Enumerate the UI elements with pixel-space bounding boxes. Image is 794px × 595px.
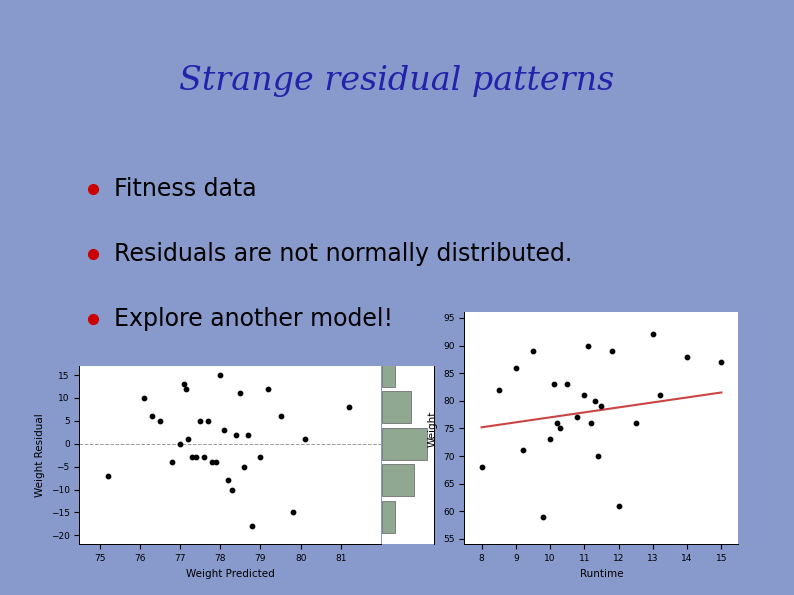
Point	[202, 416, 214, 425]
Point	[605, 346, 618, 356]
Point	[137, 393, 150, 403]
Point	[234, 389, 247, 398]
Point	[174, 439, 187, 449]
Point	[630, 418, 642, 428]
Point	[592, 451, 604, 461]
Text: Explore another model!: Explore another model!	[114, 307, 394, 331]
Text: Residuals are not normally distributed.: Residuals are not normally distributed.	[114, 242, 572, 266]
Point	[226, 485, 239, 494]
Point	[550, 418, 563, 428]
Point	[186, 453, 198, 462]
Point	[476, 462, 488, 472]
Point	[588, 396, 601, 406]
Point	[230, 430, 243, 439]
Point	[274, 412, 287, 421]
Point	[254, 453, 267, 462]
Point	[547, 380, 560, 389]
Point	[537, 512, 549, 522]
Point	[179, 384, 192, 393]
Point	[206, 458, 218, 467]
Point	[198, 453, 210, 462]
Point	[492, 385, 505, 394]
Point	[595, 402, 607, 411]
Point	[561, 380, 573, 389]
Point	[554, 424, 567, 433]
Point	[680, 352, 693, 361]
Point	[585, 418, 598, 428]
Point	[238, 462, 251, 471]
Point	[612, 501, 625, 511]
X-axis label: Runtime: Runtime	[580, 569, 623, 579]
Point	[194, 416, 206, 425]
Point	[218, 425, 230, 435]
Point	[214, 370, 226, 380]
Point	[182, 434, 195, 444]
Point	[210, 458, 222, 467]
Y-axis label: Weight Residual: Weight Residual	[35, 414, 45, 497]
Text: Fitness data: Fitness data	[114, 177, 257, 201]
Point	[715, 358, 727, 367]
Bar	[382, 428, 427, 460]
Point	[342, 402, 355, 412]
Point	[299, 434, 311, 444]
Point	[145, 412, 158, 421]
Text: Strange residual patterns: Strange residual patterns	[179, 65, 615, 96]
Point	[571, 412, 584, 422]
Point	[516, 446, 529, 455]
Bar	[382, 391, 411, 423]
Point	[178, 380, 191, 389]
Point	[646, 330, 659, 339]
Point	[101, 471, 114, 481]
Bar	[382, 355, 395, 387]
Y-axis label: Weight: Weight	[428, 410, 437, 447]
Point	[287, 508, 299, 517]
Point	[190, 453, 202, 462]
Point	[581, 341, 594, 350]
Point	[246, 521, 259, 531]
Point	[653, 390, 666, 400]
X-axis label: Weight Predicted: Weight Predicted	[186, 569, 275, 579]
Point	[510, 363, 522, 372]
Point	[153, 416, 166, 425]
Point	[222, 475, 234, 485]
Point	[242, 430, 255, 439]
Bar	[382, 501, 395, 533]
Point	[526, 346, 539, 356]
Point	[262, 384, 275, 393]
Point	[578, 390, 591, 400]
Point	[166, 458, 179, 467]
Bar	[382, 464, 414, 496]
Point	[544, 435, 557, 444]
